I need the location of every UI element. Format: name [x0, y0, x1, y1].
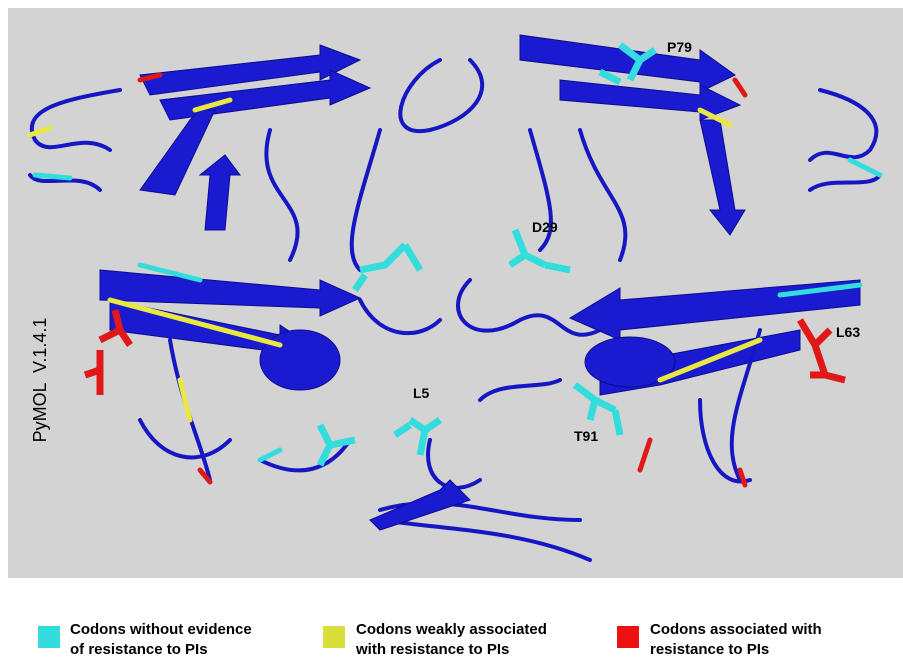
legend-text: with resistance to PIs [355, 641, 509, 658]
watermark: PyMOL V.1.4.1 [30, 318, 50, 443]
legend-text: Codons associated with [650, 621, 822, 638]
residue-label: L63 [836, 324, 860, 340]
legend-swatch [38, 626, 60, 648]
legend-swatch [323, 626, 345, 648]
legend-text: Codons weakly associated [356, 621, 547, 638]
residue-label: D29 [532, 219, 558, 235]
residue-label: P79 [667, 39, 692, 55]
legend-swatch [617, 626, 639, 648]
residue-label: L5 [413, 385, 430, 401]
legend-text: Codons without evidence [70, 621, 252, 638]
legend-text: of resistance to PIs [70, 641, 208, 658]
legend-text: resistance to PIs [650, 641, 769, 658]
residue-label: T91 [574, 428, 598, 444]
figure: P79 D29 L63 L5 T91 PyMOL V.1.4.1 Codons … [0, 0, 903, 662]
legend: Codons without evidence of resistance to… [38, 621, 822, 658]
